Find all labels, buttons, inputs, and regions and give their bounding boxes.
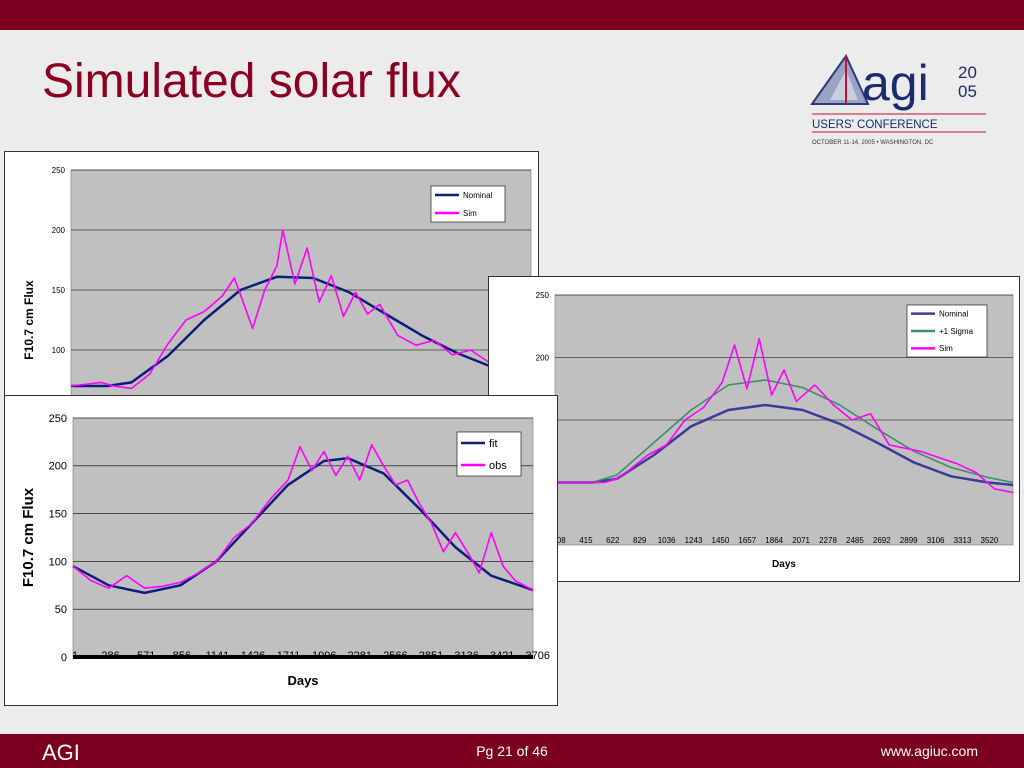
x-tick-label: 622 bbox=[606, 536, 620, 545]
x-tick-label: 1450 bbox=[712, 536, 730, 545]
x-tick-label: 1141 bbox=[206, 650, 230, 662]
legend-label: fit bbox=[489, 438, 498, 450]
legend-label: Sim bbox=[939, 344, 953, 353]
chart-panel-sigma: 1502002502084156228291036124314501657186… bbox=[488, 276, 1020, 582]
y-tick-label: 150 bbox=[52, 286, 66, 295]
x-tick-label: 571 bbox=[137, 650, 155, 662]
y-tick-label: 200 bbox=[536, 353, 550, 362]
series-line-nominal bbox=[71, 275, 532, 388]
y-tick-label: 250 bbox=[536, 291, 550, 300]
x-tick-label: 2692 bbox=[873, 536, 891, 545]
x-tick-label: 2485 bbox=[846, 536, 864, 545]
y-tick-label: 100 bbox=[49, 556, 67, 568]
slide-title: Simulated solar flux bbox=[42, 55, 461, 108]
x-tick-label: 2851 bbox=[419, 650, 443, 662]
logo-line2: OCTOBER 11-14, 2005 • WASHINGTON, DC bbox=[812, 140, 934, 146]
x-axis-title: Days bbox=[772, 559, 796, 570]
legend-label: Nominal bbox=[463, 191, 493, 200]
plot-area bbox=[72, 417, 534, 658]
x-tick-label: 3136 bbox=[454, 650, 478, 662]
series-line-sim bbox=[555, 337, 1014, 494]
y-tick-label: 200 bbox=[49, 461, 67, 473]
x-tick-label: 1036 bbox=[658, 536, 676, 545]
footer-url[interactable]: www.agiuc.com bbox=[880, 743, 978, 759]
x-tick-label: 1 bbox=[72, 650, 78, 662]
bottom-banner bbox=[0, 734, 1024, 768]
x-tick-label: 1657 bbox=[738, 536, 756, 545]
x-tick-label: 415 bbox=[579, 536, 593, 545]
x-tick-label: 1711 bbox=[277, 650, 301, 662]
x-tick-label: 3520 bbox=[981, 536, 999, 545]
x-tick-label: 208 bbox=[552, 536, 566, 545]
x-tick-label: 3313 bbox=[954, 536, 972, 545]
logo-year-bottom: 05 bbox=[958, 82, 977, 101]
y-axis-title: F10.7 cm Flux bbox=[20, 487, 37, 587]
x-tick-label: 1996 bbox=[312, 650, 336, 662]
legend-label: +1 Sigma bbox=[939, 327, 974, 336]
logo-year-top: 20 bbox=[958, 63, 977, 82]
x-tick-label: 3106 bbox=[927, 536, 945, 545]
series-line--1-sigma bbox=[555, 379, 1014, 484]
x-tick-label: 2899 bbox=[900, 536, 918, 545]
x-tick-label: 856 bbox=[173, 650, 191, 662]
x-tick-label: 2071 bbox=[792, 536, 810, 545]
y-tick-label: 250 bbox=[49, 413, 67, 425]
y-tick-label: 150 bbox=[49, 508, 67, 520]
x-tick-label: 286 bbox=[101, 650, 119, 662]
x-axis-title: Days bbox=[287, 673, 318, 688]
footer-org: AGI bbox=[42, 740, 80, 765]
agi-conference-logo: agi 20 05 USERS' CONFERENCE OCTOBER 11-1… bbox=[810, 54, 986, 146]
y-tick-label: 50 bbox=[55, 604, 67, 616]
chart-fit-obs: 0 50 100 150 200 250 1 286 571 856 1141 1426 1711 199… bbox=[20, 413, 550, 688]
x-tick-label: 3706 bbox=[526, 650, 550, 662]
legend-label: obs bbox=[489, 460, 507, 472]
legend-label: Sim bbox=[463, 209, 477, 218]
top-banner bbox=[0, 0, 1024, 30]
series-line-obs bbox=[72, 443, 534, 591]
y-axis-title: F10.7 cm Flux bbox=[22, 280, 36, 360]
x-tick-label: 2566 bbox=[383, 650, 407, 662]
logo-wordmark: agi bbox=[862, 55, 929, 111]
logo-line1: USERS' CONFERENCE bbox=[812, 119, 938, 131]
x-tick-label: 1864 bbox=[765, 536, 783, 545]
x-tick-label: 2281 bbox=[348, 650, 372, 662]
y-tick-label: 0 bbox=[61, 652, 67, 664]
legend-label: Nominal bbox=[939, 309, 969, 318]
series-line-sim bbox=[70, 229, 532, 390]
legend-box bbox=[456, 431, 522, 477]
chart-panel-fit-obs: 0 50 100 150 200 250 1 286 571 856 1141 1426 1711 199… bbox=[4, 395, 558, 706]
x-tick-label: 1426 bbox=[241, 650, 265, 662]
x-tick-label: 3421 bbox=[490, 650, 514, 662]
x-tick-label: 2278 bbox=[819, 536, 837, 545]
y-tick-label: 100 bbox=[52, 346, 66, 355]
footer-page-number: Pg 21 of 46 bbox=[476, 743, 548, 759]
series-line-fit bbox=[72, 456, 534, 595]
x-tick-label: 829 bbox=[633, 536, 647, 545]
y-tick-label: 250 bbox=[52, 166, 66, 175]
chart-sigma: 1502002502084156228291036124314501657186… bbox=[500, 291, 1014, 570]
legend-box bbox=[430, 185, 506, 223]
logo-triangle-inner bbox=[830, 70, 858, 100]
y-tick-label: 200 bbox=[52, 226, 66, 235]
x-tick-label: 1243 bbox=[685, 536, 703, 545]
